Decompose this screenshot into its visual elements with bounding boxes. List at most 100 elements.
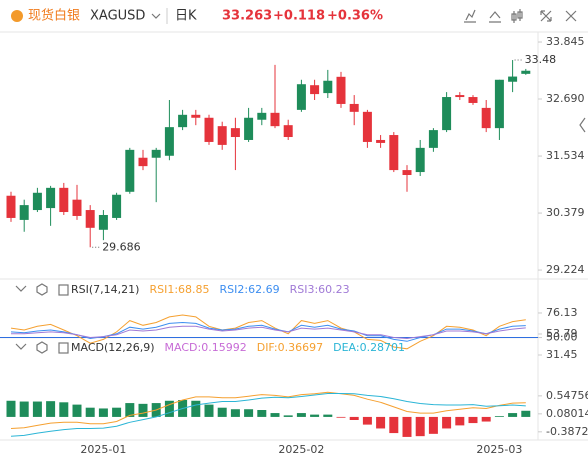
- macd-bar: [455, 416, 465, 426]
- macd-bar: [402, 416, 412, 437]
- high-label: 33.48: [525, 53, 557, 66]
- candle-body: [217, 126, 227, 145]
- y-tick-label: -0.38729: [546, 425, 588, 438]
- candle-body: [98, 214, 108, 230]
- legend-entry: DIF:0.36697: [257, 341, 323, 354]
- macd-bar: [98, 408, 108, 417]
- macd-bar: [481, 416, 491, 422]
- candle-body: [362, 111, 372, 142]
- y-tick-label: 76.13: [546, 306, 578, 319]
- candle-body: [349, 103, 359, 112]
- x-tick-label: 2025-01: [80, 443, 126, 456]
- macd-bar: [428, 416, 438, 434]
- candle-body: [244, 117, 254, 140]
- legend-entry: RSI3:60.23: [290, 283, 350, 296]
- candle-body: [442, 97, 452, 131]
- candle-body: [376, 139, 386, 143]
- macd-bar: [494, 416, 504, 417]
- candle-body: [389, 135, 399, 171]
- macd-bar: [376, 416, 386, 429]
- macd-bar: [72, 404, 82, 417]
- y-tick-label: 0.08014: [546, 407, 588, 420]
- candle-body: [191, 114, 201, 118]
- candle-body: [428, 130, 438, 148]
- candle-body: [6, 195, 16, 218]
- macd-bar: [349, 416, 359, 420]
- candle-body: [72, 199, 82, 216]
- rsi-line: [10, 314, 526, 350]
- macd-bar: [217, 407, 227, 417]
- macd-bar: [270, 413, 280, 417]
- close-button[interactable]: [565, 10, 577, 22]
- candle-body: [336, 76, 346, 104]
- macd-bar: [138, 403, 148, 417]
- macd-bar: [6, 400, 16, 417]
- macd-bar: [362, 416, 372, 425]
- toolbar: [464, 9, 577, 23]
- collapse-rsi[interactable]: [15, 285, 27, 292]
- macd-settings[interactable]: [36, 341, 48, 354]
- rsi-title: RSI(7,14,21): [71, 283, 139, 296]
- candle-body: [19, 205, 29, 220]
- rsi-settings[interactable]: [36, 283, 48, 296]
- fullscreen-button[interactable]: [540, 10, 552, 22]
- candle-body: [508, 76, 518, 82]
- macd-bar: [415, 416, 425, 437]
- macd-bar: [296, 413, 306, 417]
- candle-body: [59, 187, 69, 213]
- y-tick-label: 53.79: [546, 327, 578, 340]
- macd-bar: [59, 402, 69, 417]
- candle-body: [178, 114, 188, 128]
- period[interactable]: 日K: [175, 9, 197, 24]
- draw-button[interactable]: [489, 11, 501, 23]
- instrument-name[interactable]: 现货白银: [28, 8, 80, 24]
- macd-bar: [125, 403, 135, 417]
- rsi-line: [11, 325, 526, 340]
- macd-bar: [442, 416, 452, 429]
- candle-body: [164, 127, 174, 156]
- macd-bar: [323, 414, 333, 417]
- macd-bar: [191, 400, 201, 417]
- collapse-macd[interactable]: [15, 343, 27, 350]
- macd-bar: [283, 415, 293, 417]
- candle-body: [494, 79, 504, 129]
- dropdown-icon[interactable]: [151, 13, 161, 19]
- rsi-eye[interactable]: [58, 284, 69, 296]
- macd-bar: [521, 410, 531, 417]
- chart-type-button[interactable]: [511, 9, 523, 23]
- macd-line: [10, 393, 526, 437]
- macd-bar: [508, 413, 518, 417]
- candle-body: [230, 128, 240, 138]
- low-label: 29.686: [102, 240, 141, 253]
- candle-body: [138, 157, 148, 167]
- change-pct: +0.36%: [327, 9, 383, 24]
- legend-entry: DEA:0.28701: [333, 341, 405, 354]
- candle-body: [32, 192, 42, 211]
- macd-title: MACD(12,26,9): [71, 341, 155, 354]
- indicator-button[interactable]: [464, 9, 476, 23]
- candle-body: [455, 95, 465, 98]
- x-tick-label: 2025-02: [278, 443, 324, 456]
- candle-body: [85, 210, 95, 228]
- candle-body: [257, 112, 267, 120]
- candle-body: [310, 85, 320, 95]
- legend-entry: RSI2:62.69: [220, 283, 280, 296]
- candle-body: [323, 80, 333, 94]
- y-tick-label: 32.690: [546, 92, 585, 105]
- y-tick-label: 33.845: [546, 35, 585, 48]
- symbol[interactable]: XAGUSD: [90, 9, 145, 24]
- macd-eye[interactable]: [58, 342, 69, 354]
- macd-bar: [85, 407, 95, 417]
- candle-body: [415, 147, 425, 173]
- y-tick-label: 0.54756: [546, 389, 588, 402]
- collapse-button[interactable]: [579, 117, 586, 133]
- macd-bar: [230, 409, 240, 417]
- candle-body: [296, 84, 306, 110]
- candle-body: [204, 117, 214, 142]
- legend-entry: RSI1:68.85: [149, 283, 209, 296]
- macd-line: [10, 391, 526, 429]
- macd-bar: [164, 400, 174, 417]
- change: +0.118: [273, 9, 325, 24]
- candle-body: [270, 112, 280, 127]
